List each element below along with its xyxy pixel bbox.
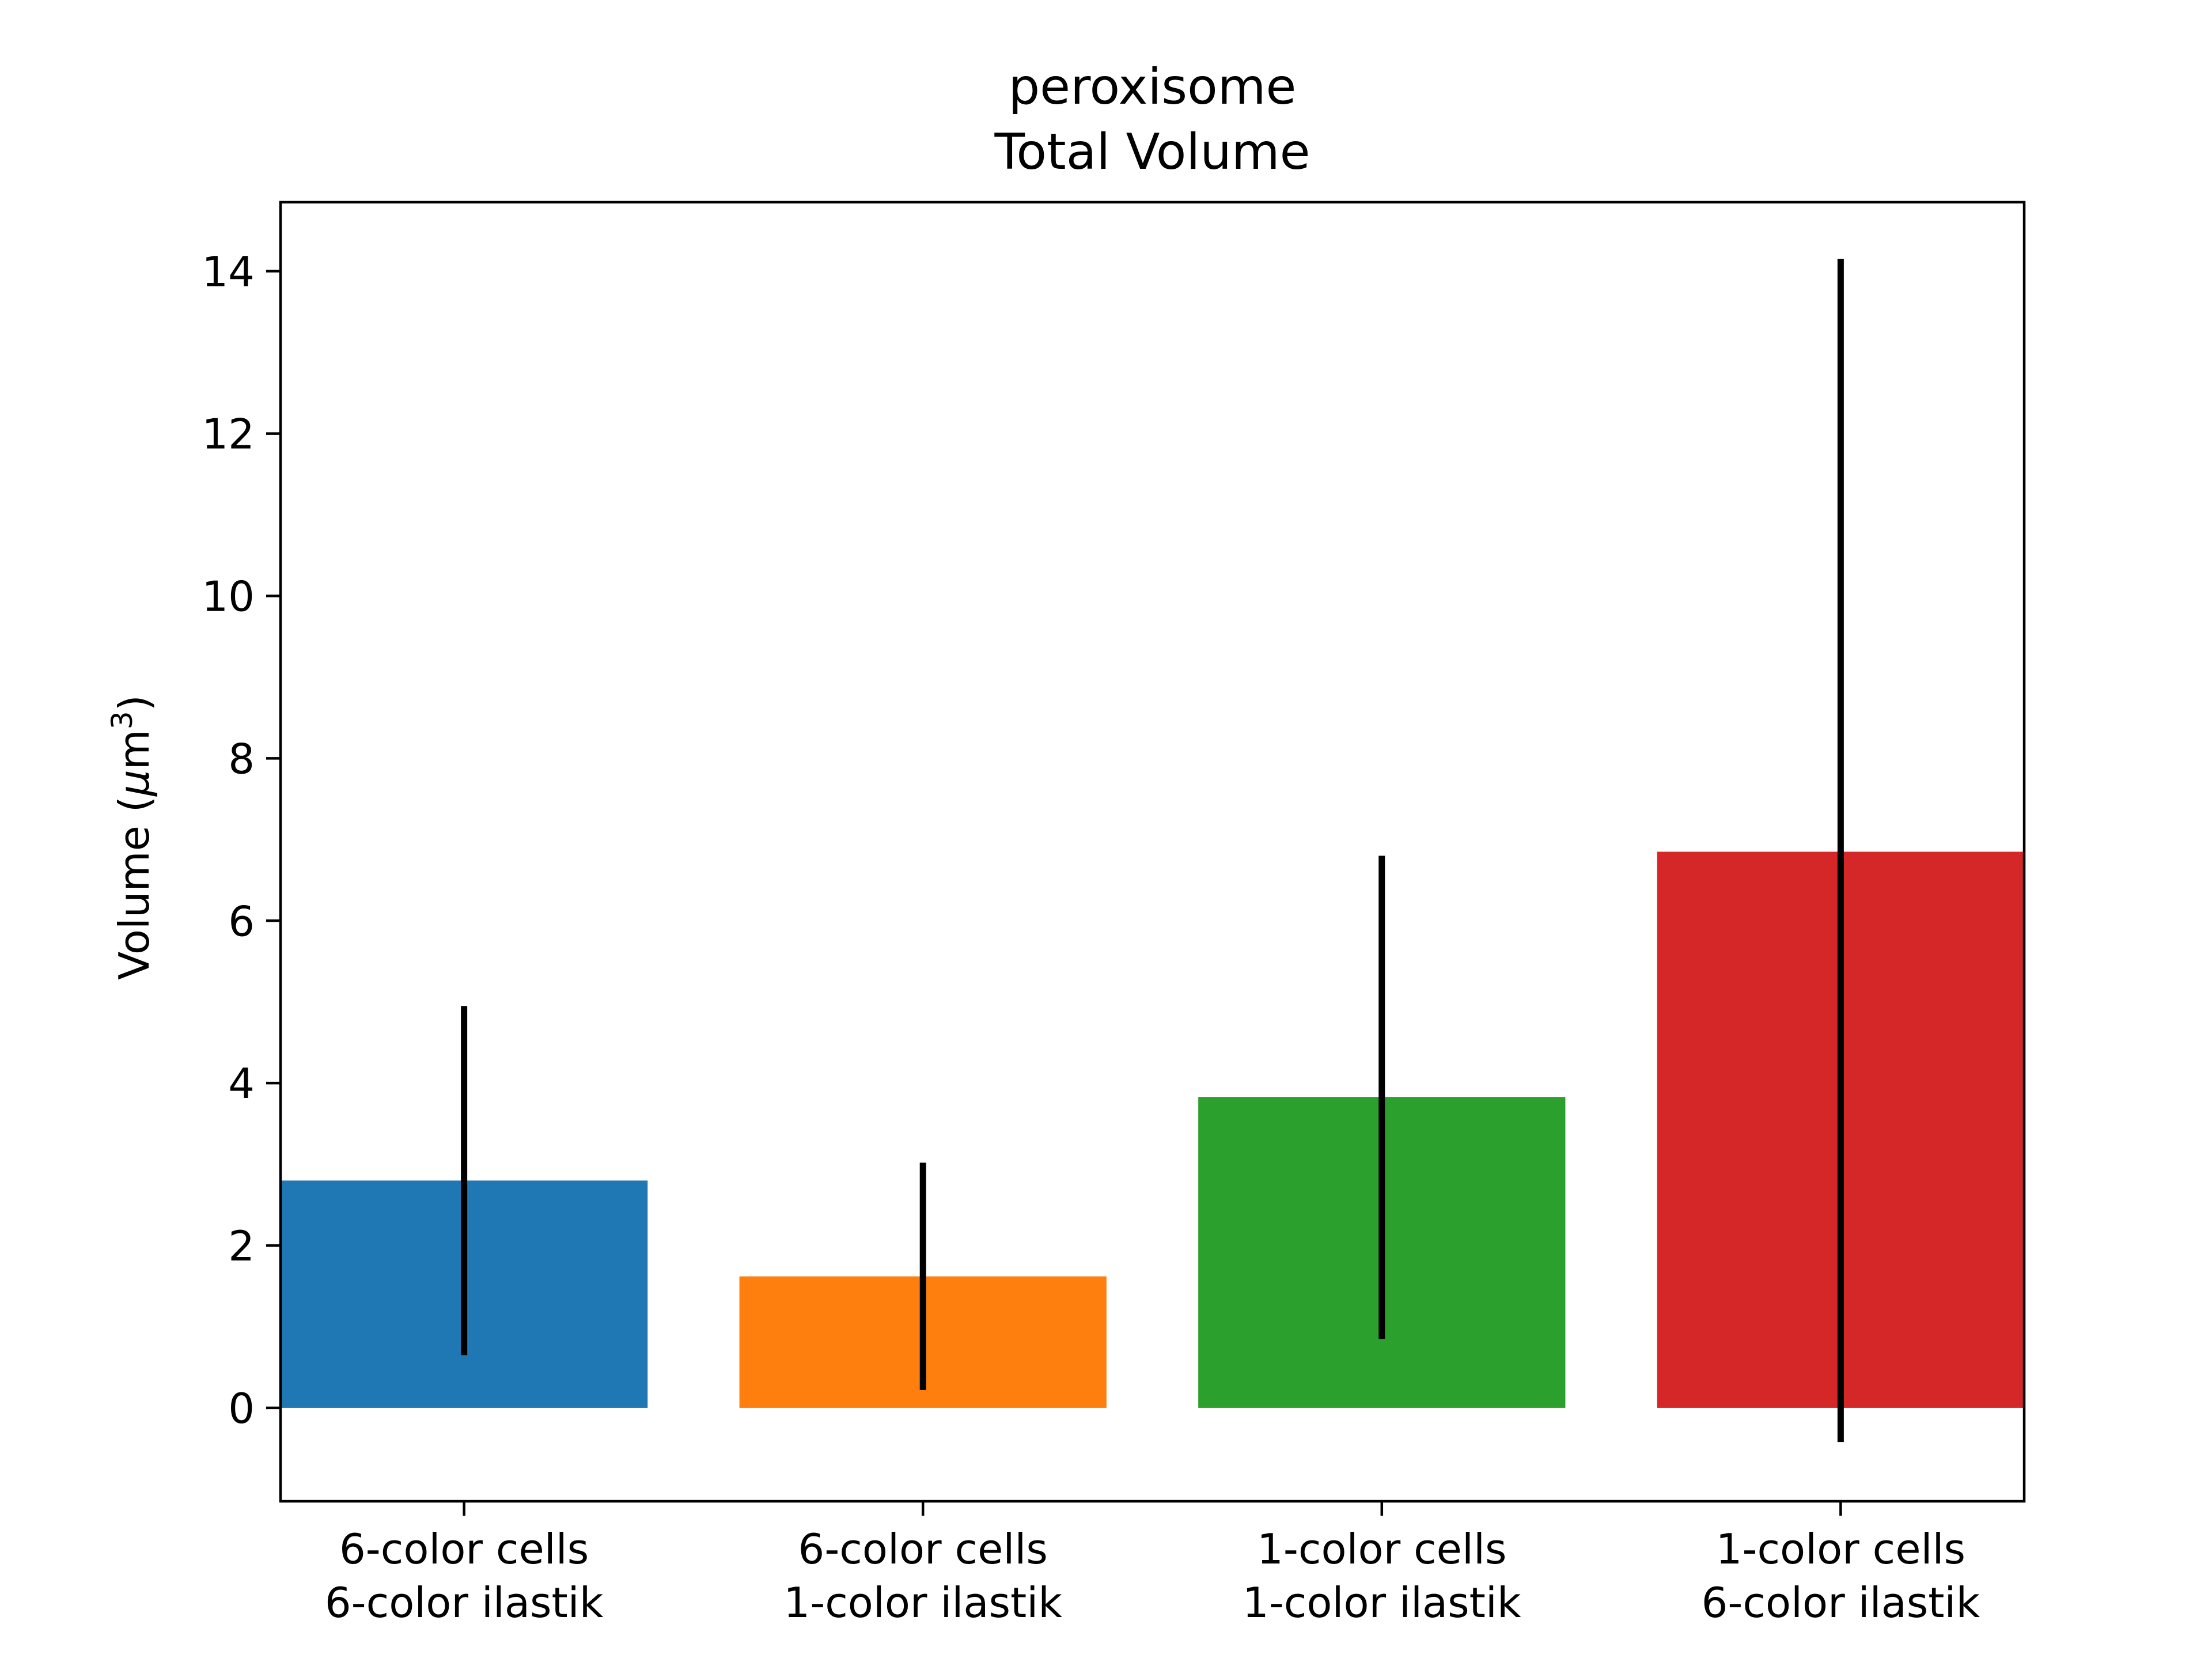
x-tick-label-line: 1-color cells — [1257, 1525, 1506, 1573]
y-axis-label-unit: m — [110, 729, 158, 770]
y-tick-label: 10 — [202, 573, 255, 621]
chart-title-line: Total Volume — [994, 123, 1310, 181]
y-tick-label: 14 — [202, 248, 255, 296]
y-axis-label: Volume (μm3) — [105, 695, 158, 980]
y-axis-label-close: ) — [110, 695, 158, 711]
x-tick-label: 6-color cells 1-color ilastik — [783, 1525, 1062, 1627]
y-axis-label-mu: μ — [110, 770, 158, 797]
x-tick-label: 6-color cells 6-color ilastik — [325, 1525, 604, 1627]
y-axis-label-superscript: 3 — [105, 711, 139, 729]
y-axis: 0 2 4 6 8 10 12 14 — [202, 248, 281, 1433]
bar-series — [281, 851, 2024, 1408]
chart-title-line: peroxisome — [1009, 58, 1297, 116]
y-tick-label: 6 — [228, 897, 255, 945]
x-tick-label-line: 1-color ilastik — [1243, 1578, 1521, 1627]
chart-title: peroxisome Total Volume — [994, 58, 1310, 181]
y-tick-label: 4 — [228, 1059, 255, 1108]
y-tick-label: 12 — [202, 410, 255, 459]
x-tick-label-line: 1-color cells — [1716, 1525, 1965, 1573]
y-axis-label-text: Volume ( — [110, 796, 158, 980]
y-tick-label: 2 — [228, 1222, 255, 1270]
x-tick-label-line: 6-color ilastik — [325, 1578, 604, 1627]
x-tick-label-line: 6-color cells — [798, 1525, 1048, 1573]
plot-area-frame — [279, 200, 2026, 1503]
y-tick-label: 8 — [228, 735, 255, 783]
y-tick-label: 0 — [228, 1384, 255, 1433]
x-tick-label-line: 6-color ilastik — [1702, 1578, 1980, 1627]
x-tick-label: 1-color cells 6-color ilastik — [1702, 1525, 1980, 1627]
x-tick-label-line: 1-color ilastik — [783, 1578, 1062, 1627]
x-tick-label-line: 6-color cells — [339, 1525, 589, 1573]
error-bars — [461, 259, 1844, 1443]
x-tick-label: 1-color cells 1-color ilastik — [1243, 1525, 1521, 1627]
